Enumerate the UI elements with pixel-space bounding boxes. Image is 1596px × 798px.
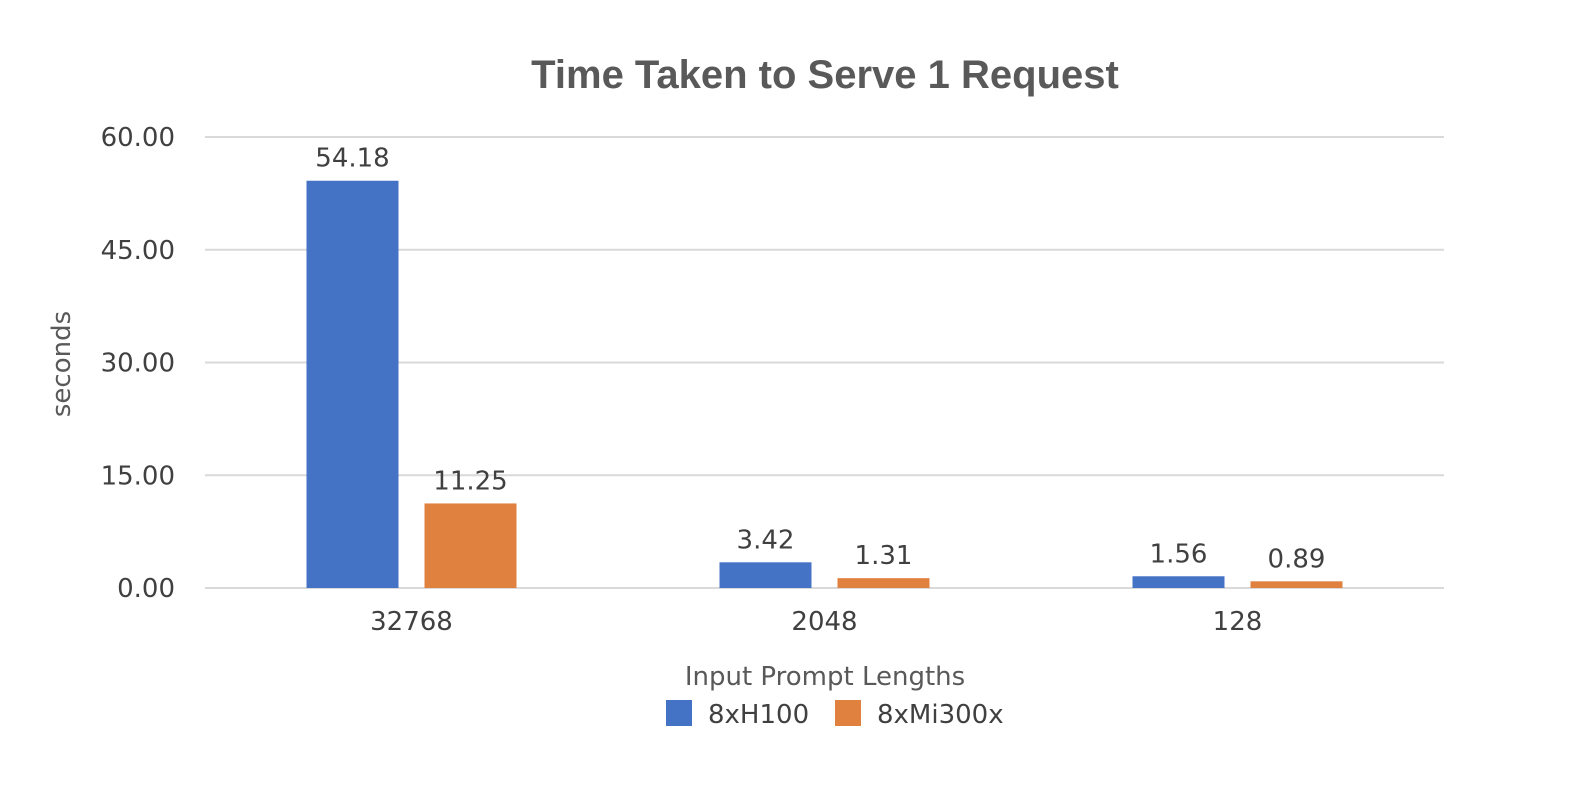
y-tick-label: 45.00 [101, 236, 175, 266]
bar-8xh100-32768 [306, 180, 399, 588]
x-axis-tick-labels: 32768 2048 128 [370, 607, 1262, 637]
y-axis-title: seconds [47, 311, 77, 417]
data-labels: 54.18 11.25 3.42 1.31 1.56 0.89 [315, 144, 1325, 575]
data-label: 3.42 [737, 525, 795, 555]
chart-title: Time Taken to Serve 1 Request [531, 53, 1119, 97]
bars [306, 180, 1343, 588]
legend: 8xH100 8xMi300x [666, 700, 1004, 730]
y-tick-label: 30.00 [101, 349, 175, 379]
legend-swatch [835, 700, 861, 726]
data-label: 1.31 [855, 541, 913, 571]
x-axis-title: Input Prompt Lengths [685, 662, 965, 692]
y-tick-label: 0.00 [117, 574, 175, 604]
x-tick-label: 128 [1213, 607, 1263, 637]
bar-8xh100-128 [1132, 576, 1225, 588]
data-label: 0.89 [1268, 544, 1326, 574]
data-label: 54.18 [315, 144, 389, 174]
x-tick-label: 2048 [791, 607, 857, 637]
legend-label: 8xMi300x [877, 700, 1004, 730]
data-label: 11.25 [433, 466, 507, 496]
data-label: 1.56 [1150, 539, 1208, 569]
legend-swatch [666, 700, 692, 726]
y-tick-label: 60.00 [101, 123, 175, 153]
bar-8xmi300x-32768 [424, 503, 517, 588]
bar-8xmi300x-128 [1250, 581, 1343, 588]
y-tick-label: 15.00 [101, 461, 175, 491]
bar-8xh100-2048 [719, 562, 812, 588]
y-axis-tick-labels: 0.00 15.00 30.00 45.00 60.00 [101, 123, 175, 604]
gridlines [205, 136, 1444, 589]
bar-8xmi300x-2048 [837, 578, 930, 588]
x-tick-label: 32768 [370, 607, 453, 637]
legend-label: 8xH100 [708, 700, 809, 730]
